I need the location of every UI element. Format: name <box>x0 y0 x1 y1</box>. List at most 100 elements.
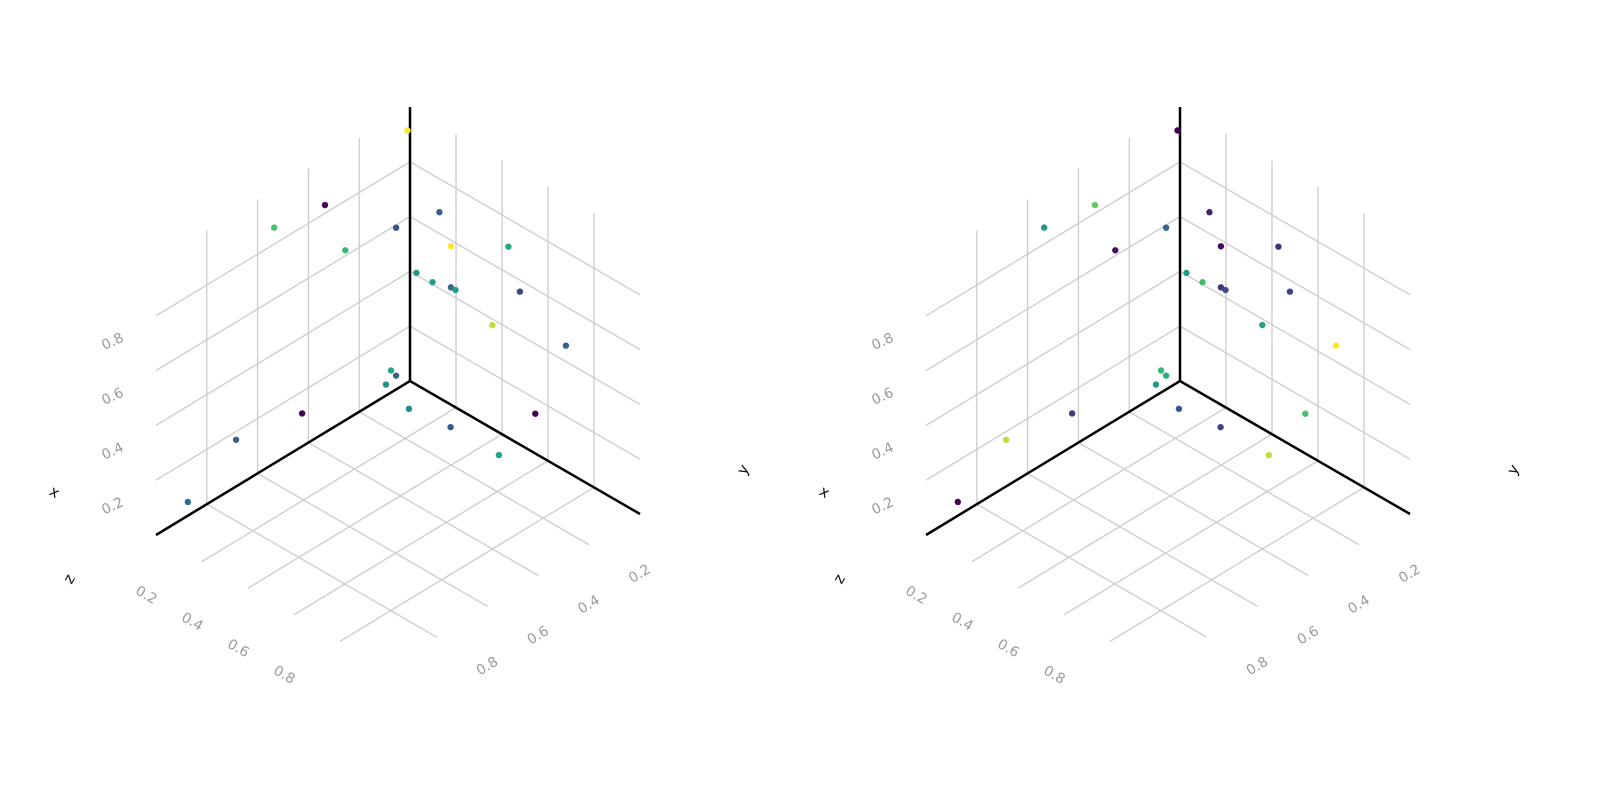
scatter-point-17 <box>1183 269 1190 277</box>
scatter-point-8 <box>342 247 349 254</box>
grid-wall-right-z-1 <box>1179 270 1411 405</box>
y-tick-label-2: 0.6 <box>1295 623 1322 648</box>
grid-floor-x-0 <box>971 407 1227 563</box>
grid-floor-y-2 <box>257 472 488 607</box>
grid-floor-x-1 <box>1017 433 1273 589</box>
x-axis-line <box>409 379 641 516</box>
scatter-point-6 <box>270 224 278 231</box>
y-tick-label-0: 0.2 <box>626 561 653 586</box>
grid-floor-x-3 <box>339 486 595 642</box>
z-tick-label-3: 0.8 <box>869 330 896 354</box>
scatter-point-13 <box>1265 451 1273 459</box>
scatter-point-10 <box>404 127 411 134</box>
grid-floor-y-3 <box>976 503 1208 638</box>
scatter-point-11 <box>1175 405 1183 413</box>
scatter-point-10 <box>1174 127 1181 134</box>
scatter-point-14 <box>1302 410 1309 417</box>
x-tick-label-1: 0.4 <box>178 610 205 635</box>
z-tick-label-2: 0.6 <box>99 385 126 409</box>
scatter-point-20 <box>452 286 459 294</box>
scatter3d-panel-left: 0.2 0.4 0.6 0.8 0.2 0.4 0.6 0.8 0.2 0.4 0.6 0.8 x y z <box>46 107 753 688</box>
tick-labels-right: 0.2 0.4 0.6 0.8 0.2 0.4 0.6 0.8 0.2 0.4 0.6 0.8 <box>869 330 1423 688</box>
scatter-point-5 <box>387 367 395 374</box>
scatter-point-17 <box>413 269 420 277</box>
scatter-point-21 <box>1275 243 1282 250</box>
z-axis-title: z <box>59 571 79 587</box>
x-tick-label-1: 0.4 <box>948 610 975 635</box>
scatter-point-20 <box>1222 286 1229 294</box>
scatter-point-7 <box>321 201 329 209</box>
scatter-point-12 <box>1217 423 1224 431</box>
grid-floor-x-2 <box>293 460 549 616</box>
scatter-point-2 <box>1068 410 1076 417</box>
x-tick-label-3: 0.8 <box>1040 663 1067 688</box>
scatter-point-16 <box>1217 243 1225 250</box>
x-tick-label-3: 0.8 <box>270 663 297 688</box>
grid-wall-right-z-0 <box>1179 325 1411 460</box>
z-tick-label-1: 0.4 <box>99 440 126 464</box>
z-tick-label-0: 0.2 <box>869 494 896 518</box>
grid-wall-left-z-2 <box>925 216 1181 372</box>
z-tick-label-3: 0.8 <box>99 330 126 354</box>
x-axis-title: x <box>816 482 833 502</box>
scatter-point-0 <box>954 498 962 506</box>
grid-wall-right-z-2 <box>1179 216 1411 351</box>
scatter-point-2 <box>298 410 306 417</box>
x-axis-line <box>1179 379 1411 516</box>
tick-labels-left: 0.2 0.4 0.6 0.8 0.2 0.4 0.6 0.8 0.2 0.4 0.6 0.8 <box>99 330 653 688</box>
scatter-point-11 <box>405 405 413 413</box>
grid-wall-right-z-3 <box>1179 161 1411 296</box>
z-axis-title: z <box>829 571 849 587</box>
grid-wall-right-z-2 <box>409 216 641 351</box>
axes-left <box>155 107 641 537</box>
scatter-point-9 <box>1162 224 1170 231</box>
scatter-point-24 <box>562 342 570 349</box>
y-tick-label-3: 0.8 <box>1244 654 1271 679</box>
points-left <box>184 127 570 506</box>
scatter-point-18 <box>429 279 436 286</box>
scatter-point-6 <box>1040 224 1048 231</box>
scatter3d-panel-right: 0.2 0.4 0.6 0.8 0.2 0.4 0.6 0.8 0.2 0.4 0.6 0.8 x y z <box>816 107 1523 688</box>
grid-floor-y-3 <box>206 503 438 638</box>
y-axis-line <box>155 379 411 537</box>
scatter-point-5 <box>1157 367 1165 374</box>
scatter-point-15 <box>436 209 443 216</box>
y-tick-label-1: 0.4 <box>575 592 602 617</box>
grid-floor-x-1 <box>247 433 503 589</box>
scatter-point-3 <box>1152 381 1160 388</box>
grid-floor-y-0 <box>358 411 590 546</box>
scatter-point-1 <box>1002 436 1010 443</box>
scatter-point-0 <box>184 498 192 506</box>
scatter-point-12 <box>447 423 454 431</box>
x-tick-label-0: 0.2 <box>132 583 159 608</box>
scatter-point-24 <box>1332 342 1340 349</box>
scatter-point-4 <box>392 372 400 379</box>
scatter-point-18 <box>1199 279 1206 286</box>
scatter-point-1 <box>232 436 240 443</box>
grid-wall-left-z-0 <box>925 325 1181 481</box>
x-tick-label-2: 0.6 <box>224 636 251 661</box>
grid-wall-left-z-3 <box>155 161 411 317</box>
y-tick-label-3: 0.8 <box>474 654 501 679</box>
scatter-point-14 <box>532 410 539 417</box>
y-axis-title: y <box>733 461 753 478</box>
grid-floor-y-0 <box>1128 411 1360 546</box>
scatter-point-23 <box>1259 321 1266 329</box>
scatter-point-8 <box>1112 247 1119 254</box>
y-axis-line <box>925 379 1181 537</box>
axes-right <box>925 107 1411 537</box>
grid-floor-x-0 <box>201 407 457 563</box>
points-right <box>954 127 1340 506</box>
grid-wall-left-z-1 <box>155 270 411 426</box>
scatter-point-4 <box>1162 372 1170 379</box>
grid-wall-left-z-3 <box>925 161 1181 317</box>
grid-floor-y-1 <box>308 442 539 577</box>
scatter-point-21 <box>505 243 512 250</box>
y-tick-label-1: 0.4 <box>1345 592 1372 617</box>
scatter-point-3 <box>382 381 390 388</box>
y-axis-title: y <box>1503 461 1523 478</box>
grid-floor-x-2 <box>1063 460 1319 616</box>
grid-left <box>155 133 641 642</box>
y-tick-label-2: 0.6 <box>525 623 552 648</box>
